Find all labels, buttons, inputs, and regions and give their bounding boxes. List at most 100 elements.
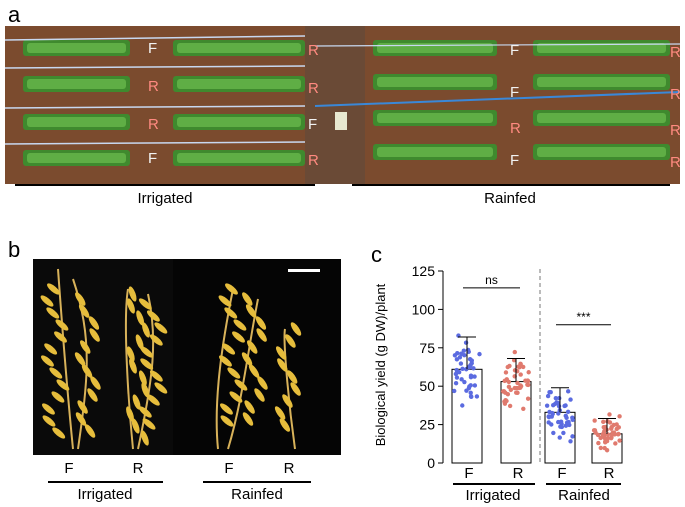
plot-letter: R [670, 44, 680, 61]
data-point [468, 373, 474, 378]
data-point [565, 421, 570, 427]
tick-c-f-rainfed: F [557, 465, 567, 482]
data-point [515, 380, 520, 386]
plot-letter: R [308, 152, 319, 169]
data-point [557, 435, 562, 440]
data-point [559, 421, 564, 427]
data-point [570, 434, 575, 439]
data-point [472, 383, 478, 388]
data-point [507, 403, 513, 409]
data-point [598, 445, 603, 451]
irrigated-bar-b [48, 481, 163, 483]
panel-a-label: a [8, 2, 21, 27]
data-point [454, 375, 460, 380]
data-point [511, 358, 517, 363]
data-point [468, 383, 473, 388]
data-point [502, 399, 507, 404]
plot-letter: F [510, 152, 520, 169]
data-point [467, 365, 472, 370]
plot-letter: F [148, 150, 158, 167]
data-point [546, 420, 551, 425]
data-point [565, 389, 571, 394]
rainfed-label-c: Rainfed [558, 487, 610, 504]
data-point [615, 432, 621, 437]
tick-b-f-rainfed: F [224, 460, 234, 477]
data-point [474, 394, 480, 399]
data-point [518, 383, 524, 389]
data-point [544, 403, 550, 408]
data-point [514, 390, 519, 395]
data-point [603, 424, 608, 430]
irrigated-bar-c [453, 483, 535, 485]
data-point [612, 432, 617, 437]
data-point [614, 426, 619, 432]
data-point [598, 435, 603, 441]
data-point [477, 351, 482, 357]
data-point [526, 370, 531, 375]
data-point [617, 414, 622, 419]
plot-letter: R [148, 78, 159, 95]
data-point [608, 435, 614, 441]
data-point [512, 349, 517, 355]
plot-letter: F [510, 84, 520, 101]
data-point [460, 403, 465, 408]
tick-b-r-irrigated: R [132, 460, 144, 477]
rainfed-label-a: Rainfed [484, 190, 536, 207]
panel-c-label: c [371, 242, 382, 267]
data-point [605, 432, 611, 437]
data-point [550, 402, 556, 408]
data-point [592, 428, 598, 433]
data-point [557, 396, 562, 401]
irrigated-bar-a [15, 184, 315, 186]
data-point [525, 382, 531, 388]
data-point [562, 403, 567, 409]
rainfed-bar-c [546, 483, 621, 485]
data-point [502, 378, 507, 384]
data-point [561, 430, 566, 436]
data-point [518, 372, 523, 377]
data-point [551, 430, 556, 436]
plot-letter: R [510, 120, 521, 137]
irrigated-label-c: Irrigated [465, 487, 521, 504]
data-point [503, 370, 509, 375]
y-tick-label: 100 [412, 301, 436, 317]
data-point [468, 390, 473, 396]
data-point [472, 374, 477, 379]
tick-b-r-rainfed: R [283, 460, 295, 477]
y-tick-label: 125 [412, 263, 436, 279]
plot-letter: R [308, 42, 319, 59]
data-point [506, 379, 512, 385]
data-point [521, 364, 526, 370]
data-point [469, 394, 474, 400]
significance-label: ns [485, 273, 498, 287]
data-point [565, 409, 571, 414]
significance-label: *** [576, 310, 590, 324]
harvested-plants-photo [33, 259, 341, 455]
data-point [525, 378, 530, 383]
field-plots-image [5, 26, 680, 184]
data-point [469, 360, 474, 366]
data-point [463, 340, 469, 345]
data-point [458, 361, 464, 366]
data-point [613, 441, 618, 446]
data-point [517, 365, 522, 370]
data-point [461, 348, 467, 353]
data-point [454, 369, 460, 374]
y-tick-label: 0 [427, 455, 435, 471]
y-tick-label: 25 [419, 417, 435, 433]
y-tick-label: 50 [419, 378, 435, 394]
plot-letter: F [308, 116, 318, 133]
y-tick-label: 75 [419, 340, 435, 356]
tick-c-r-irrigated: R [512, 465, 524, 482]
plot-letter: R [308, 80, 319, 97]
data-point [601, 419, 606, 425]
data-point [607, 420, 613, 425]
data-point [471, 366, 476, 371]
plot-letter: F [510, 42, 520, 59]
data-point [452, 388, 457, 394]
data-point [454, 357, 460, 362]
tick-c-f-irrigated: F [464, 465, 474, 482]
data-point [570, 417, 575, 423]
data-point [607, 412, 612, 417]
